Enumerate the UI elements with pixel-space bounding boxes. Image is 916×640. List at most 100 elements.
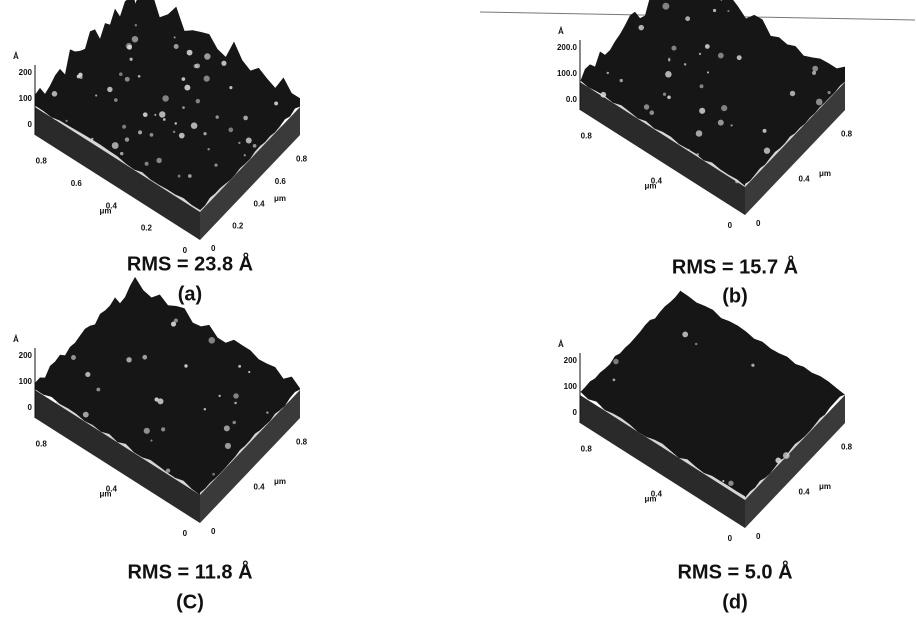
speckle	[162, 95, 169, 102]
speckle	[156, 158, 161, 163]
speckle	[700, 84, 704, 88]
speckle	[179, 133, 185, 139]
x-tick-label: 0.6	[71, 179, 83, 188]
speckle	[216, 115, 219, 118]
speckle	[243, 116, 248, 121]
speckle	[620, 79, 623, 82]
y-tick-label: 0	[211, 244, 216, 253]
speckle	[812, 71, 816, 75]
speckle	[667, 96, 671, 100]
panel-label: (C)	[176, 591, 204, 613]
speckle	[196, 99, 200, 103]
speckle	[143, 112, 148, 117]
speckle	[154, 397, 158, 401]
speckle	[233, 393, 238, 398]
z-unit: Å	[13, 52, 19, 61]
speckle	[145, 162, 149, 166]
speckle	[696, 130, 703, 137]
z-tick-label: 100	[19, 94, 33, 103]
speckle	[154, 114, 156, 116]
x-tick-label: 0	[728, 221, 733, 230]
speckle	[130, 58, 133, 61]
x-unit: μm	[644, 182, 656, 191]
page: {"panels": [ {"caption": "RMS = 23.8 Å",…	[0, 0, 916, 635]
speckle	[65, 120, 67, 122]
speckle	[644, 104, 649, 109]
speckle	[161, 427, 165, 431]
speckle	[203, 132, 206, 135]
speckle	[613, 359, 618, 364]
speckle	[828, 91, 831, 94]
speckle	[274, 101, 278, 105]
x-tick-label: 0.2	[141, 224, 153, 233]
z-tick-label: 100	[564, 382, 578, 391]
speckle	[751, 364, 754, 367]
speckle	[816, 99, 823, 106]
speckle	[663, 93, 666, 96]
speckle	[764, 147, 770, 153]
x-unit: μm	[99, 207, 111, 216]
speckle	[224, 425, 230, 431]
speckle	[175, 122, 177, 124]
speckle	[174, 44, 179, 49]
z-tick-label: 100.0	[557, 69, 578, 78]
speckle	[727, 10, 729, 12]
speckle	[144, 428, 150, 434]
speckle	[718, 53, 724, 59]
speckle	[126, 357, 131, 362]
speckle	[246, 137, 252, 143]
speckle	[194, 64, 198, 68]
speckle	[699, 53, 701, 55]
speckle	[125, 77, 130, 82]
speckle	[182, 77, 186, 81]
speckle	[783, 452, 790, 459]
speckle	[208, 337, 215, 344]
speckle	[248, 371, 250, 373]
y-tick-label: 0.4	[254, 199, 266, 208]
speckle	[204, 53, 210, 59]
speckle	[132, 36, 138, 42]
y-tick-label: 0.8	[841, 443, 853, 452]
speckle	[253, 144, 257, 148]
speckle	[671, 46, 676, 51]
speckle	[707, 71, 709, 73]
speckle	[135, 24, 137, 26]
speckle	[120, 152, 123, 155]
speckle	[600, 92, 606, 98]
speckle	[775, 458, 781, 464]
rms-caption: RMS = 15.7 Å	[672, 254, 798, 278]
panel-label: (a)	[178, 283, 202, 305]
speckle	[107, 87, 112, 92]
z-unit: Å	[13, 335, 19, 344]
speckle	[225, 443, 231, 449]
x-tick-label: 0.8	[581, 132, 593, 141]
x-tick-label: 0	[728, 534, 733, 543]
speckle	[731, 124, 733, 126]
speckle	[119, 72, 123, 76]
surface	[580, 291, 845, 498]
speckle	[138, 75, 141, 78]
speckle	[150, 439, 152, 441]
speckle	[182, 106, 185, 109]
speckle	[166, 468, 170, 472]
speckle	[221, 61, 226, 66]
speckle	[234, 402, 236, 404]
speckle	[763, 129, 767, 133]
speckle	[163, 118, 166, 121]
speckle	[71, 355, 76, 360]
surface	[580, 0, 845, 186]
speckle	[728, 481, 733, 486]
x-unit: μm	[644, 495, 656, 504]
speckle	[713, 9, 716, 12]
speckle	[85, 372, 90, 377]
speckle	[668, 58, 670, 60]
speckle	[212, 473, 215, 476]
speckle	[207, 148, 209, 150]
figure: Å20010000.80.60.40.2000.20.40.60.8μmμmRM…	[0, 0, 916, 635]
speckle	[83, 412, 89, 418]
y-tick-label: 0	[211, 527, 216, 536]
z-tick-label: 0.0	[566, 95, 578, 104]
y-tick-label: 0.8	[296, 438, 308, 447]
